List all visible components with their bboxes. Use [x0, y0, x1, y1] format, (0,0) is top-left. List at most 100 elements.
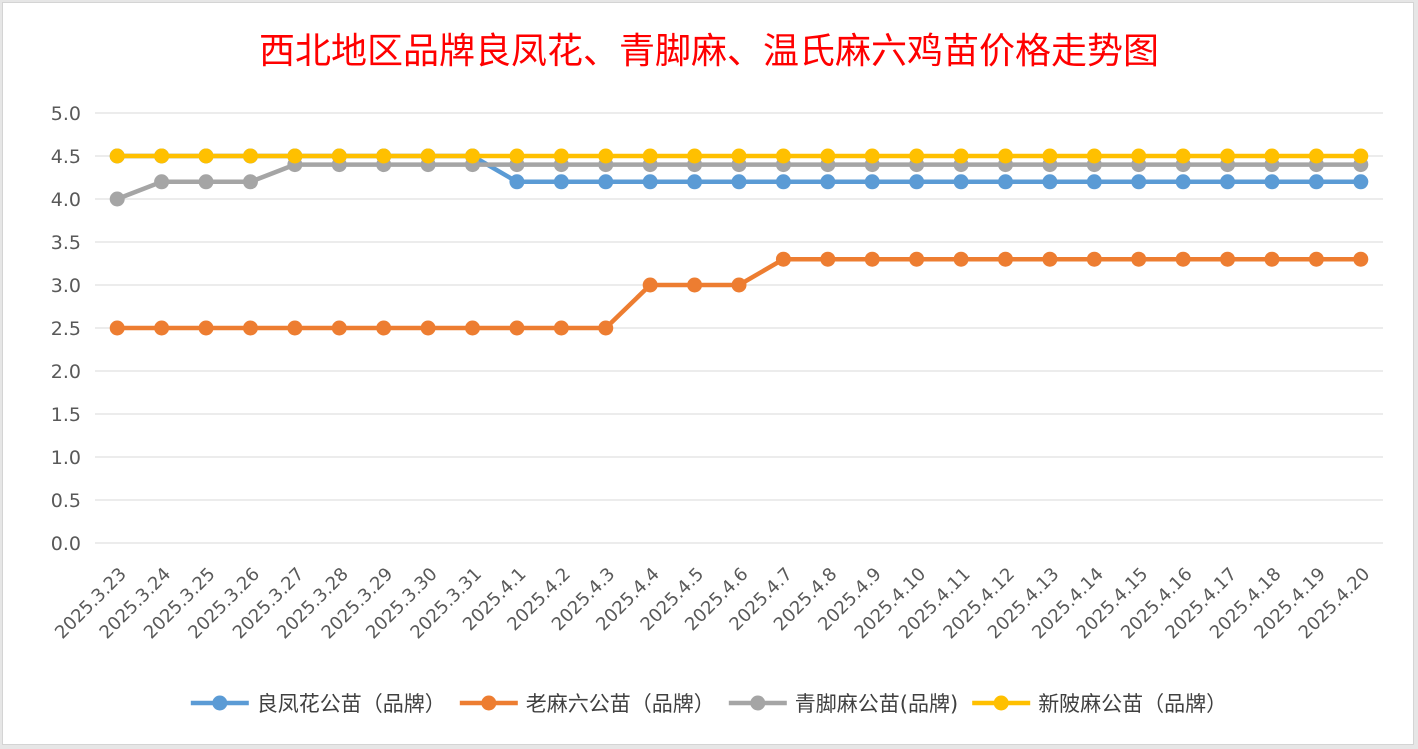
data-point: [731, 148, 747, 164]
data-point: [731, 174, 747, 190]
legend-marker: [212, 695, 228, 711]
data-point: [820, 148, 836, 164]
data-point: [198, 148, 214, 164]
data-point: [775, 174, 791, 190]
y-axis-ticks: 0.0 0.5 1.0 1.5 2.0 2.5 3.0 3.5 4.0 4.5 5.0: [51, 103, 81, 555]
data-point: [420, 320, 436, 336]
series-line: [117, 256, 1361, 331]
data-point: [331, 320, 347, 336]
data-point: [242, 320, 258, 336]
y-tick-label: 3.0: [51, 275, 81, 297]
data-point: [1086, 251, 1102, 267]
data-point: [953, 174, 969, 190]
y-tick-label: 4.5: [51, 146, 81, 168]
data-point: [553, 148, 569, 164]
data-point: [1220, 148, 1236, 164]
line-chart: 西北地区品牌良凤花、青脚麻、温氏麻六鸡苗价格走势图 0.0 0.5 1.0 1.5 2.…: [51, 31, 1383, 716]
data-point: [1131, 174, 1147, 190]
legend-label: 老麻六公苗（品牌）: [526, 692, 715, 716]
y-tick-label: 1.5: [51, 404, 81, 426]
y-tick-label: 3.5: [51, 232, 81, 254]
data-point: [109, 320, 125, 336]
data-point: [1353, 251, 1369, 267]
legend-marker: [481, 695, 497, 711]
data-point: [598, 174, 614, 190]
data-point: [198, 320, 214, 336]
data-point: [864, 174, 880, 190]
data-point: [1086, 148, 1102, 164]
data-point: [820, 174, 836, 190]
data-point: [1308, 251, 1324, 267]
data-point: [1175, 148, 1191, 164]
y-tick-label: 0.5: [51, 490, 81, 512]
data-point: [154, 148, 170, 164]
data-point: [775, 251, 791, 267]
data-point: [953, 148, 969, 164]
data-point: [953, 251, 969, 267]
data-point: [1131, 251, 1147, 267]
data-point: [331, 148, 347, 164]
series-lines: [109, 148, 1369, 336]
data-point: [1220, 251, 1236, 267]
data-point: [687, 148, 703, 164]
data-point: [642, 174, 658, 190]
y-tick-label: 2.0: [51, 361, 81, 383]
legend-label: 青脚麻公苗(品牌): [795, 692, 958, 716]
data-point: [1042, 148, 1058, 164]
data-point: [465, 320, 481, 336]
series-4: [109, 148, 1369, 164]
data-point: [864, 148, 880, 164]
x-axis-ticks: 2025.3.232025.3.242025.3.252025.3.262025…: [51, 564, 1374, 644]
chart-title: 西北地区品牌良凤花、青脚麻、温氏麻六鸡苗价格走势图: [259, 31, 1159, 72]
data-point: [553, 320, 569, 336]
data-point: [909, 174, 925, 190]
data-point: [465, 148, 481, 164]
data-point: [1131, 148, 1147, 164]
data-point: [109, 191, 125, 207]
data-point: [553, 174, 569, 190]
data-point: [997, 251, 1013, 267]
legend-item: 老麻六公苗（品牌）: [459, 692, 715, 716]
data-point: [509, 148, 525, 164]
data-point: [997, 174, 1013, 190]
data-point: [864, 251, 880, 267]
data-point: [775, 148, 791, 164]
legend-item: 新陂麻公苗（品牌）: [972, 692, 1227, 716]
data-point: [1264, 148, 1280, 164]
data-point: [242, 148, 258, 164]
data-point: [1220, 174, 1236, 190]
data-point: [1353, 174, 1369, 190]
legend: 良凤花公苗（品牌） 老麻六公苗（品牌） 青脚麻公苗(品牌) 新陂麻公苗（品牌）: [190, 692, 1227, 716]
data-point: [376, 148, 392, 164]
y-tick-label: 2.5: [51, 318, 81, 340]
data-point: [198, 174, 214, 190]
data-point: [376, 320, 392, 336]
data-point: [1353, 148, 1369, 164]
legend-item: 良凤花公苗（品牌）: [190, 692, 446, 716]
y-tick-label: 1.0: [51, 447, 81, 469]
legend-label: 新陂麻公苗（品牌）: [1038, 692, 1227, 716]
data-point: [909, 148, 925, 164]
data-point: [731, 277, 747, 293]
data-point: [642, 277, 658, 293]
data-point: [642, 148, 658, 164]
legend-marker: [993, 695, 1009, 711]
data-point: [1175, 251, 1191, 267]
data-point: [687, 174, 703, 190]
data-point: [1308, 174, 1324, 190]
series-2: [109, 251, 1369, 336]
data-point: [909, 251, 925, 267]
data-point: [287, 148, 303, 164]
data-point: [242, 174, 258, 190]
data-point: [154, 320, 170, 336]
data-point: [1308, 148, 1324, 164]
data-point: [997, 148, 1013, 164]
legend-marker: [750, 695, 766, 711]
y-tick-label: 0.0: [51, 533, 81, 555]
data-point: [1175, 174, 1191, 190]
data-point: [1264, 251, 1280, 267]
data-point: [109, 148, 125, 164]
data-point: [820, 251, 836, 267]
legend-label: 良凤花公苗（品牌）: [257, 692, 446, 716]
